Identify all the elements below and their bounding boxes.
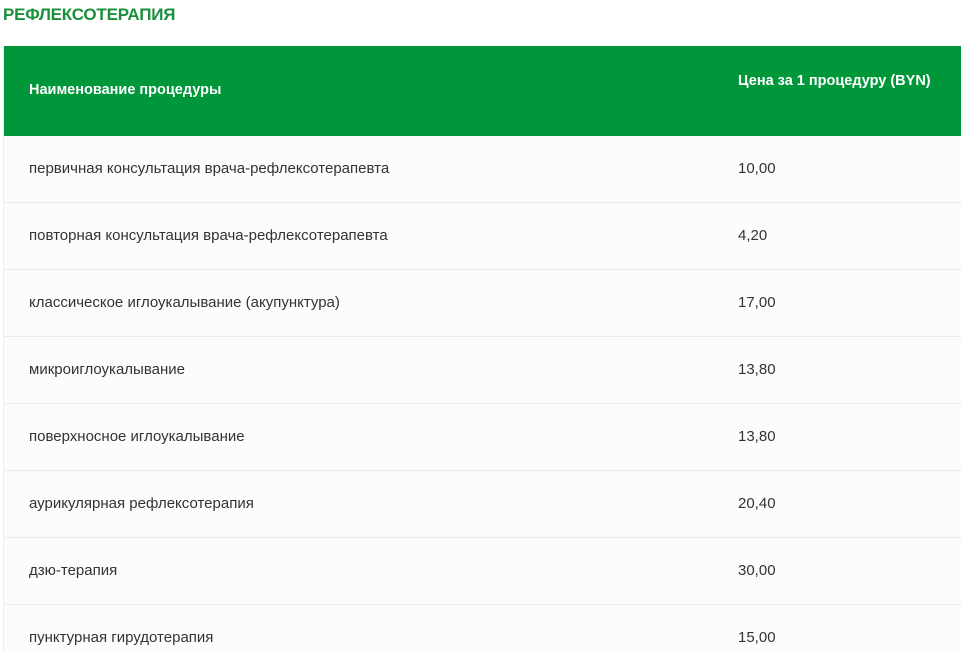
procedure-price: 4,20 [738,227,768,244]
procedure-name: микроиглоукалывание [29,361,185,378]
procedure-price: 20,40 [738,495,776,512]
procedure-price: 15,00 [738,629,776,646]
table-row: дзю-терапия 30,00 [4,538,961,605]
header-price: Цена за 1 процедуру (BYN) [738,73,931,89]
procedure-name: повторная консультация врача-рефлексотер… [29,227,388,244]
procedure-name: первичная консультация врача-рефлексотер… [29,160,390,177]
procedure-price: 13,80 [738,361,776,378]
table-row: поверхносное иглоукалывание 13,80 [4,404,961,471]
table-row: пунктурная гирудотерапия 15,00 [4,605,961,652]
table-row: первичная консультация врача-рефлексотер… [4,136,961,203]
table-row: аурикулярная рефлексотерапия 20,40 [4,471,961,538]
section-title: РЕФЛЕКСОТЕРАПИЯ [3,5,176,24]
table-row: повторная консультация врача-рефлексотер… [4,203,961,270]
procedure-name: классическое иглоукалывание (акупунктура… [29,294,340,311]
table-header: Наименование процедуры Цена за 1 процеду… [4,46,961,136]
procedure-name: дзю-терапия [29,562,118,579]
procedure-price: 30,00 [738,562,776,579]
header-procedure-name: Наименование процедуры [29,82,222,98]
table-row: микроиглоукалывание 13,80 [4,337,961,404]
table-row: классическое иглоукалывание (акупунктура… [4,270,961,337]
procedure-name: поверхносное иглоукалывание [29,428,245,445]
procedure-name: аурикулярная рефлексотерапия [29,495,254,512]
procedure-price: 17,00 [738,294,776,311]
procedure-price: 13,80 [738,428,776,445]
price-table: Наименование процедуры Цена за 1 процеду… [3,46,961,652]
procedure-price: 10,00 [738,160,776,177]
procedure-name: пунктурная гирудотерапия [29,629,214,646]
